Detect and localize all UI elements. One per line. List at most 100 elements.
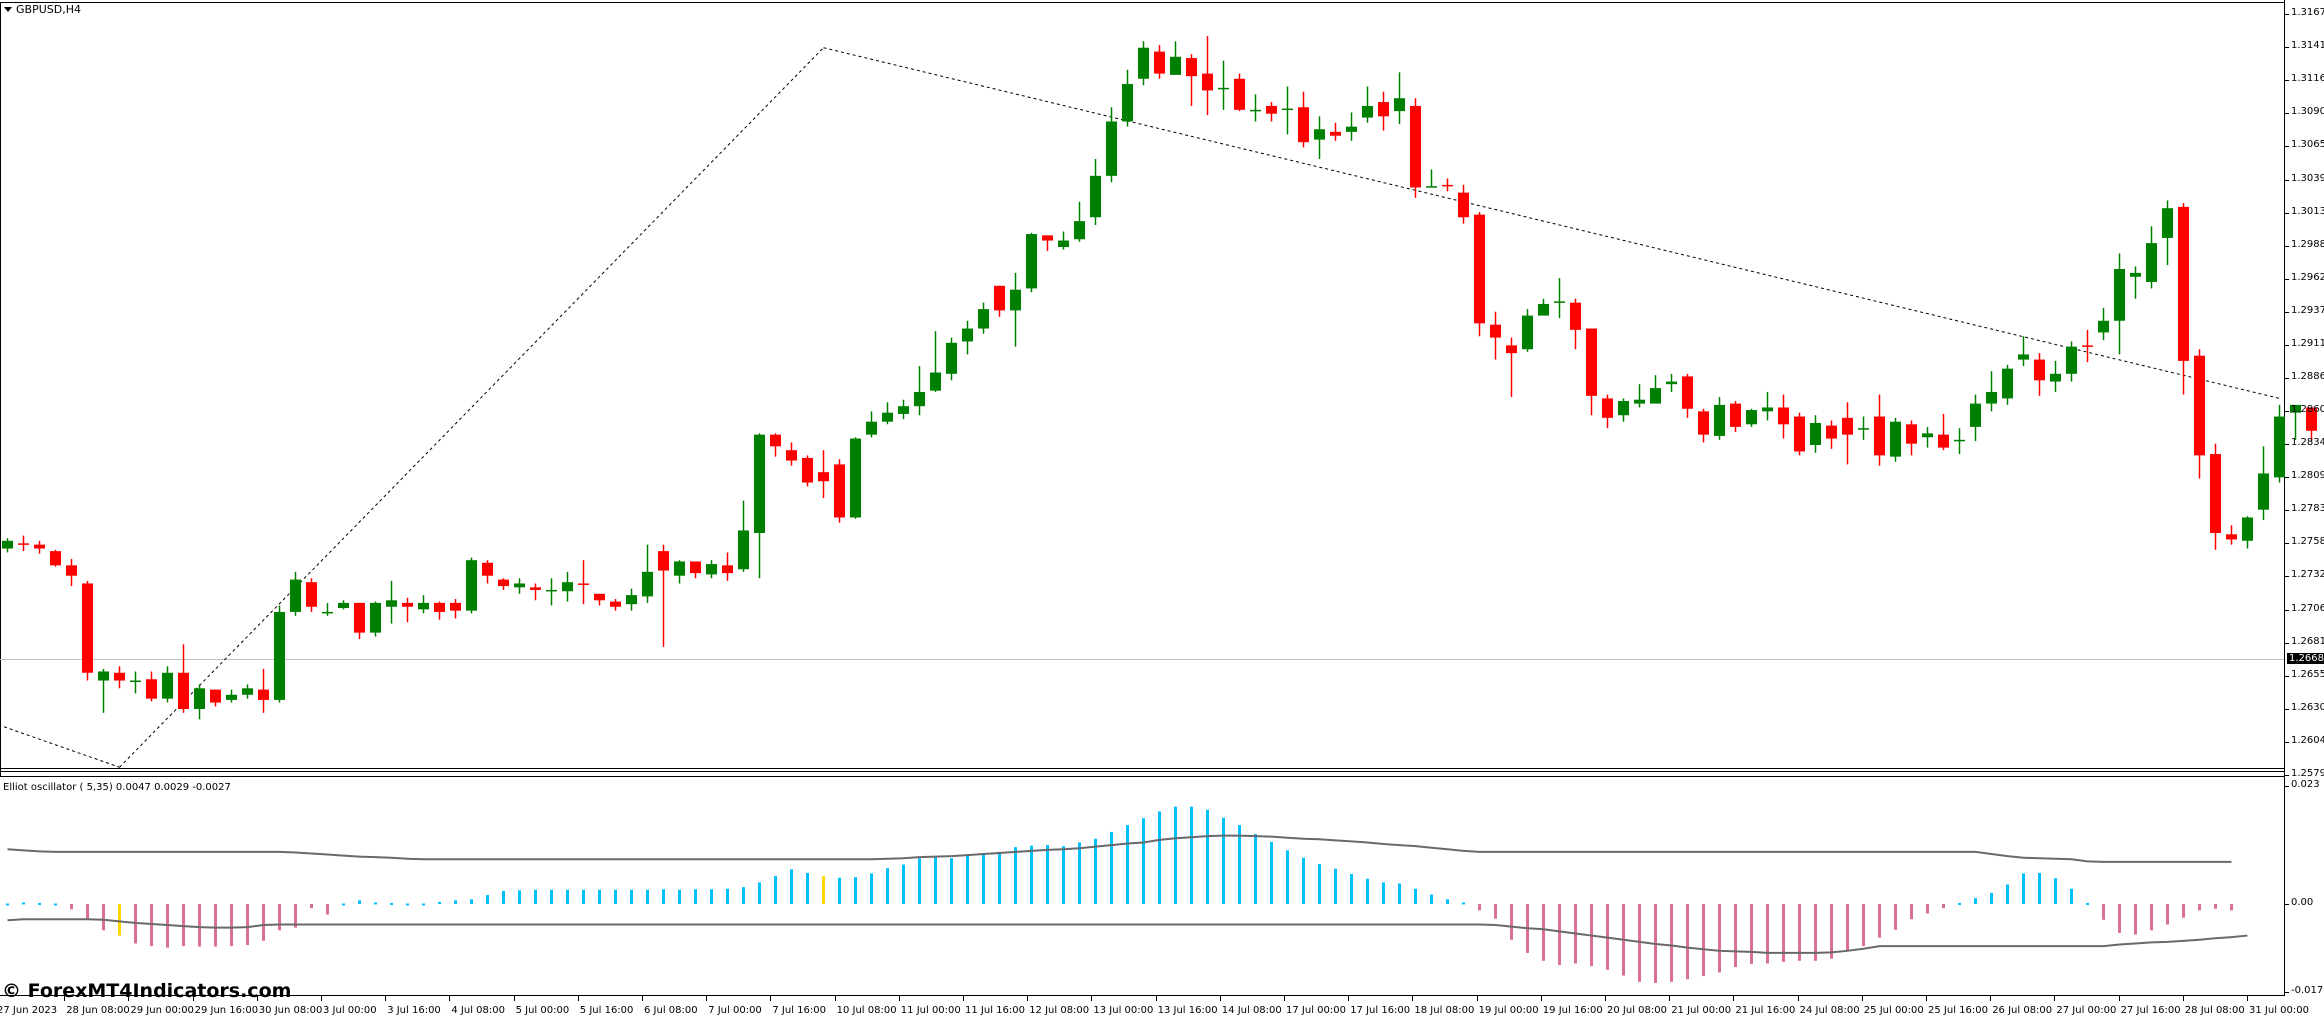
price-axis-label: 1.29880 (2291, 238, 2324, 250)
bear-candle (1378, 102, 1389, 117)
bull-candle (162, 672, 173, 699)
price-axis-label: 1.29370 (2291, 304, 2324, 316)
bull-candle (2114, 269, 2125, 321)
bull-candle (1362, 105, 1373, 118)
bear-candle (2194, 355, 2205, 456)
time-axis-label: 5 Jul 16:00 (579, 1005, 634, 1016)
bear-candle (1602, 398, 1613, 418)
time-axis-label: 28 Jun 08:00 (66, 1005, 130, 1016)
bull-candle (978, 309, 989, 329)
oscillator-histogram (6, 806, 2233, 983)
bull-candle (562, 582, 573, 592)
bull-candle (1858, 428, 1869, 430)
price-axis-label: 1.28860 (2291, 370, 2324, 382)
time-axis-label: 27 Jun 2023 (0, 1005, 58, 1016)
oscillator-bands (7, 834, 2248, 954)
time-axis-label: 13 Jul 16:00 (1157, 1005, 1218, 1016)
bull-candle (946, 342, 957, 374)
bear-candle (818, 472, 829, 482)
time-axis-label: 3 Jul 00:00 (323, 1005, 377, 1016)
price-axis-label: 1.27835 (2291, 503, 2324, 515)
bear-candle (1442, 184, 1453, 187)
bull-candle (2002, 368, 2013, 399)
bear-candle (1506, 345, 1517, 354)
bear-candle (18, 543, 29, 545)
bear-candle (1202, 73, 1213, 91)
bear-candle (1266, 105, 1277, 114)
bear-candle (722, 565, 733, 574)
price-axis-label: 1.29625 (2291, 271, 2324, 283)
chart-title[interactable]: GBPUSD,H4 (4, 3, 81, 16)
time-axis-label: 30 Jun 08:00 (258, 1005, 323, 1016)
bull-candle (930, 372, 941, 391)
bull-candle (1426, 186, 1437, 188)
bull-candle (370, 602, 381, 633)
price-axis-label: 1.30135 (2291, 205, 2324, 217)
time-axis-label: 24 Jul 08:00 (1799, 1005, 1860, 1016)
oscillator-axis-label: 0.023 (2291, 779, 2320, 790)
bull-candle (882, 412, 893, 422)
bull-candle (1058, 240, 1069, 248)
bear-candle (2210, 454, 2221, 534)
time-axis-label: 29 Jun 16:00 (194, 1005, 259, 1016)
watermark: © ForexMT4Indicators.com (2, 980, 292, 1002)
bull-candle (2242, 517, 2253, 541)
bull-candle (1282, 108, 1293, 111)
price-axis-label: 1.27580 (2291, 536, 2324, 548)
trendline[interactable] (0, 683, 120, 768)
axis-ticks (64, 14, 2289, 1001)
bull-candle (322, 611, 333, 614)
bear-candle (1586, 328, 1597, 396)
bear-candle (786, 450, 797, 461)
bull-candle (1954, 439, 1965, 442)
bull-candle (1650, 388, 1661, 404)
bull-candle (1522, 315, 1533, 350)
bear-candle (1330, 131, 1341, 136)
bull-candle (1890, 421, 1901, 457)
bear-candle (1938, 434, 1949, 448)
symbol-label: GBPUSD,H4 (16, 3, 81, 16)
bull-candle (1666, 381, 1677, 385)
bear-candle (66, 565, 77, 576)
time-axis-label: 25 Jul 00:00 (1863, 1005, 1924, 1016)
time-axis-label: 26 Jul 08:00 (1992, 1005, 2053, 1016)
time-axis-label: 5 Jul 00:00 (515, 1005, 570, 1016)
price-axis-label: 1.26555 (2291, 669, 2324, 680)
time-axis-label: 13 Jul 00:00 (1093, 1005, 1154, 1016)
bear-candle (434, 602, 445, 612)
bull-candle (130, 680, 141, 683)
price-axis-label: 1.25790 (2291, 768, 2324, 779)
bull-candle (274, 611, 285, 700)
bull-candle (1170, 56, 1181, 75)
bull-candle (386, 600, 397, 607)
bull-candle (1090, 175, 1101, 218)
bull-candle (1634, 399, 1645, 404)
bull-candle (962, 328, 973, 342)
bull-candle (674, 561, 685, 576)
time-axis-label: 4 Jul 08:00 (451, 1005, 505, 1016)
bull-candle (642, 571, 653, 597)
bull-candle (2146, 243, 2157, 282)
bull-candle (1922, 433, 1933, 438)
bear-candle (1298, 107, 1309, 143)
bull-candle (466, 560, 477, 611)
dropdown-triangle-icon[interactable] (4, 7, 12, 12)
bull-candle (706, 564, 717, 575)
price-axis-label: 1.28345 (2291, 437, 2324, 449)
price-axis-label: 1.29115 (2291, 337, 2324, 349)
trendline[interactable] (823, 47, 2280, 399)
bull-candle (1986, 391, 1997, 404)
bull-candle (1762, 407, 1773, 412)
bear-candle (1490, 324, 1501, 338)
bear-candle (1042, 235, 1053, 241)
time-axis-label: 11 Jul 16:00 (965, 1005, 1025, 1016)
bear-candle (450, 602, 461, 611)
bear-candle (802, 457, 813, 483)
time-axis-label: 11 Jul 00:00 (900, 1005, 961, 1016)
oscillator-label: Elliot oscillator ( 5,35) 0.0047 0.0029 … (3, 782, 231, 793)
time-axis-label: 12 Jul 08:00 (1029, 1005, 1090, 1016)
time-axis-label: 6 Jul 08:00 (644, 1005, 698, 1016)
bear-candle (2178, 206, 2189, 361)
time-axis-label: 19 Jul 00:00 (1478, 1005, 1539, 1016)
